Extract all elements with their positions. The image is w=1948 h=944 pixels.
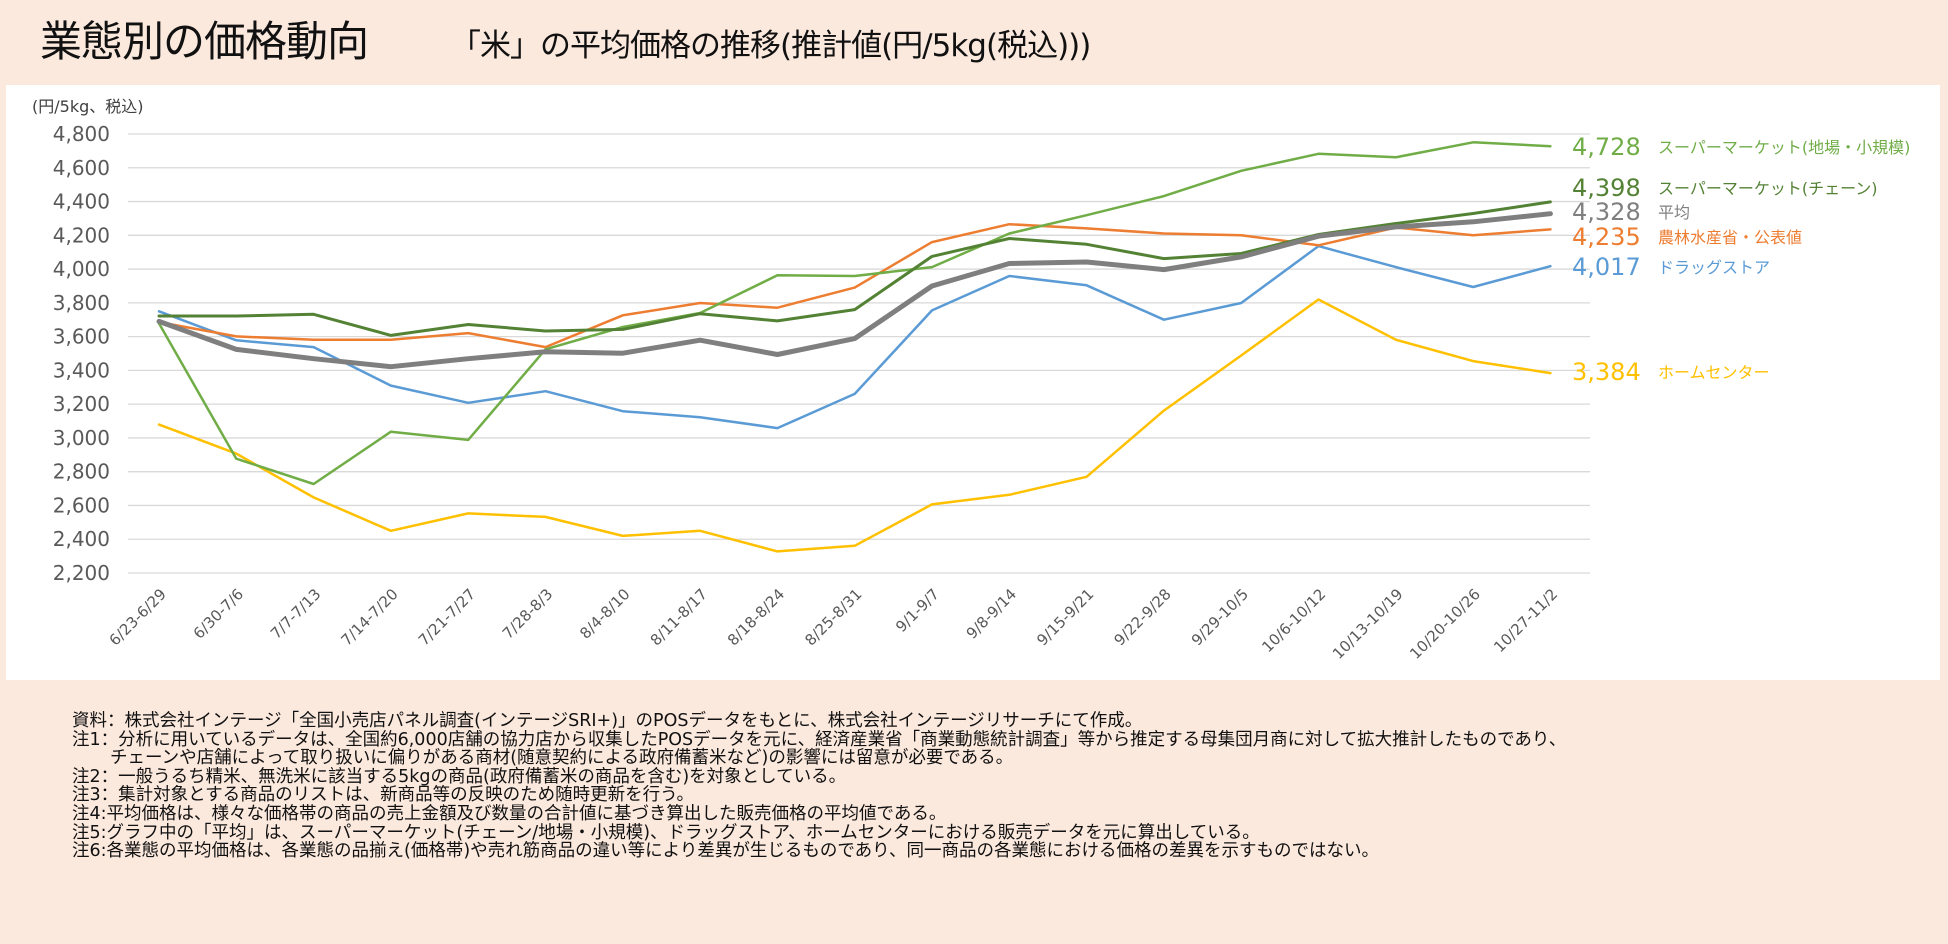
y-tick-label: 2,200	[53, 561, 110, 585]
y-tick-label: 4,400	[53, 190, 110, 214]
series-legend-label: スーパーマーケット(チェーン)	[1658, 179, 1878, 198]
series-line	[157, 141, 1552, 486]
y-tick-label: 3,000	[53, 426, 110, 450]
x-tick-label: 10/27-11/2	[1490, 585, 1561, 656]
y-tick-label: 3,400	[53, 358, 110, 382]
x-tick-label: 9/8-9/14	[963, 585, 1020, 642]
gridlines	[128, 133, 1590, 574]
series-legend-label: スーパーマーケット(地場・小規模)	[1658, 138, 1910, 157]
x-tick-label: 7/14-7/20	[338, 585, 402, 649]
note-3: 注3：集計対象とする商品のリストは、新商品等の反映のため随時更新を行う。	[72, 785, 695, 806]
note-2: 注2：一般うるち精米、無洗米に該当する5kgの商品(政府備蓄米の商品を含む)を対…	[72, 766, 847, 787]
page-title: 業態別の価格動向	[40, 17, 369, 66]
x-tick-label: 9/22-9/28	[1111, 585, 1175, 649]
chart-subtitle: 「米」の平均価格の推移(推計値(円/5kg(税込)))	[450, 28, 1091, 64]
x-tick-label: 7/21-7/27	[415, 585, 479, 649]
note-5: 注5:グラフ中の「平均」は、スーパーマーケット(チェーン/地場・小規模)、ドラッ…	[72, 822, 1260, 843]
x-tick-label: 10/6-10/12	[1258, 585, 1329, 656]
y-tick-label: 2,800	[53, 460, 110, 484]
x-tick-label: 8/11-8/17	[647, 585, 711, 649]
series-end-value: 4,398	[1572, 174, 1641, 202]
series-end-value: 4,328	[1572, 198, 1641, 226]
y-tick-label: 3,200	[53, 392, 110, 416]
x-tick-label: 9/29-10/5	[1188, 585, 1252, 649]
x-axis-ticks: 6/23-6/29 6/30-7/6 7/7-7/13 7/14-7/20 7/21-7…	[106, 585, 1562, 663]
x-tick-label: 9/15-9/21	[1033, 585, 1097, 649]
series-end-labels: 4,728 スーパーマーケット(地場・小規模) 4,398 スーパーマーケット(チェー…	[1572, 133, 1910, 386]
series-line	[157, 222, 1552, 349]
note-1: 注1：分析に用いているデータは、全国約6,000店舗の協力店から収集したPOSデ…	[72, 729, 1567, 750]
series-legend-label: 農林水産省・公表値	[1658, 228, 1802, 247]
series-end-value: 3,384	[1572, 358, 1641, 386]
note-source: 資料：株式会社インテージ「全国小売店パネル調査(インテージSRI+)」のPOSデ…	[72, 711, 1143, 731]
series-end-value: 4,728	[1572, 133, 1641, 161]
series-legend-label: ドラッグストア	[1658, 258, 1770, 277]
x-tick-label: 8/18-8/24	[724, 585, 788, 649]
footnotes: 資料：株式会社インテージ「全国小売店パネル調査(インテージSRI+)」のPOSデ…	[72, 712, 1566, 861]
x-tick-label: 6/23-6/29	[106, 585, 170, 649]
x-tick-label: 8/4-8/10	[576, 585, 633, 642]
y-tick-label: 4,200	[53, 223, 110, 247]
y-tick-label: 3,600	[53, 325, 110, 349]
x-tick-label: 10/20-10/26	[1406, 585, 1484, 663]
series-end-value: 4,017	[1572, 253, 1641, 281]
y-tick-label: 2,400	[53, 527, 110, 551]
y-axis-ticks: 4,800 4,600 4,400 4,200 4,000 3,800 3,600 3,400…	[53, 122, 110, 585]
series-legend-label: ホームセンター	[1658, 363, 1770, 382]
note-6: 注6:各業態の平均価格は、各業態の品揃え(価格帯)や売れ筋商品の違い等により差異…	[72, 841, 1379, 862]
x-tick-label: 7/7-7/13	[267, 585, 324, 642]
y-tick-label: 4,600	[53, 156, 110, 180]
x-tick-label: 8/25-8/31	[801, 585, 865, 649]
x-tick-label: 9/1-9/7	[892, 585, 943, 636]
note-4: 注4:平均価格は、様々な価格帯の商品の売上金額及び数量の合計値に基づき算出した販…	[72, 803, 947, 824]
x-tick-label: 6/30-7/6	[190, 585, 247, 642]
y-tick-label: 2,600	[53, 493, 110, 517]
x-tick-label: 7/28-8/3	[499, 585, 556, 642]
y-tick-label: 4,800	[53, 122, 110, 146]
line-chart: (円/5kg、税込) 4,800 4,600 4,400 4,200 4,000 3,80…	[32, 97, 1910, 663]
chart-panel: (円/5kg、税込) 4,800 4,600 4,400 4,200 4,000 3,80…	[6, 85, 1940, 680]
y-tick-label: 4,000	[53, 257, 110, 281]
y-axis-unit-label: (円/5kg、税込)	[32, 97, 143, 116]
series-lines	[156, 141, 1553, 553]
note-1-continued: チェーンや店舗によって取り扱いに偏りがある商材(随意契約による政府備蓄米など)の…	[110, 748, 1014, 769]
y-tick-label: 3,800	[53, 291, 110, 315]
series-line	[156, 211, 1553, 370]
x-tick-label: 10/13-10/19	[1329, 585, 1407, 663]
series-legend-label: 平均	[1658, 203, 1690, 222]
series-line	[157, 298, 1552, 553]
series-end-value: 4,235	[1572, 223, 1641, 251]
